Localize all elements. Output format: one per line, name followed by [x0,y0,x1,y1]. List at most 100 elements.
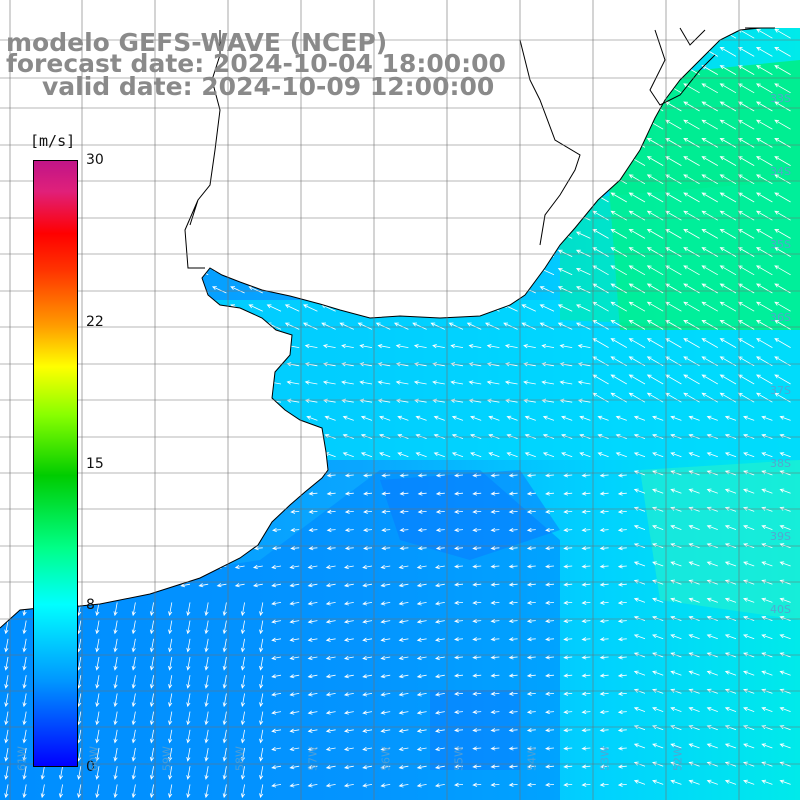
wind-arrow [186,656,191,671]
wind-arrow [652,779,664,785]
wind-arrow [737,192,755,203]
wind-arrow [633,415,646,421]
wind-arrow [719,83,737,94]
wind-arrow [557,195,573,203]
wind-arrow [417,527,427,533]
wind-arrow [217,509,227,514]
wind-arrow [267,14,281,20]
wind-arrow [302,213,318,221]
wind-arrow [633,634,646,640]
wind-arrow [646,192,664,203]
wind-arrow [381,473,391,478]
wind-arrow [398,692,409,697]
wind-arrow [774,101,791,112]
wind-arrow [381,509,391,514]
wind-arrow [204,766,209,780]
wind-arrow [503,31,518,39]
wind-arrow [168,638,173,653]
wind-arrow [559,380,573,385]
wind-arrow [466,249,482,257]
wind-arrow [448,286,464,294]
wind-arrow [761,725,773,731]
wind-arrow [11,158,27,166]
wind-arrow [706,525,718,530]
wind-arrow [539,322,555,330]
wind-arrow [646,283,664,294]
wind-arrow [321,249,336,257]
wind-arrow [307,601,318,606]
wind-arrow [302,268,318,276]
wind-arrow [739,11,755,20]
wind-arrow [13,380,27,385]
wind-arrow [545,691,555,696]
wind-arrow [217,491,227,496]
wind-arrow [11,177,27,185]
wind-arrow [434,746,445,752]
wind-arrow [306,415,318,421]
wind-arrow [774,210,791,221]
wind-arrow [126,509,136,514]
wind-arrow [683,192,700,203]
wind-arrow [504,344,518,349]
wind-arrow [563,582,573,587]
wind-arrow [362,746,373,752]
wind-arrow [393,231,409,239]
wind-arrow [149,620,155,635]
wind-arrow [17,546,27,551]
wind-arrow [393,31,409,39]
wind-arrow [289,728,300,733]
wind-arrow [508,564,518,569]
forecast-date: forecast date: 2024-10-04 18:00:00 [6,49,506,78]
wind-arrow [563,509,573,514]
wind-arrow [322,344,336,349]
wind-arrow [701,338,718,348]
wind-arrow [526,655,536,660]
wind-arrow [561,415,573,421]
wind-arrow [339,286,354,294]
wind-arrow [761,707,773,712]
wind-arrow [344,473,354,478]
wind-arrow [284,122,300,130]
wind-arrow [195,362,209,367]
wind-arrow [86,398,100,403]
wind-arrow [0,122,9,130]
wind-arrow [486,14,500,20]
wind-arrow [743,561,755,567]
wind-arrow [377,344,391,349]
wind-arrow [466,268,482,276]
wind-arrow [774,119,791,130]
wind-arrow [484,177,500,185]
wind-arrow [231,344,245,349]
wind-arrow [503,249,518,257]
wind-arrow [211,231,227,239]
wind-arrow [321,231,336,239]
wind-arrow [503,49,518,57]
wind-arrow [266,304,282,312]
wind-arrow [393,322,409,330]
wind-arrow [95,638,100,653]
wind-arrow [339,195,354,203]
wind-arrow [113,711,118,726]
wind-arrow [363,509,373,514]
wind-arrow [415,452,427,458]
wind-arrow [610,392,627,403]
wind-arrow [234,583,245,588]
wind-arrow [0,434,9,439]
wind-arrow [430,213,445,221]
wind-arrow [398,728,409,733]
wind-arrow [508,527,518,533]
wind-arrow [581,746,591,751]
wind-arrow [120,158,136,166]
wind-arrow [688,561,700,567]
wind-arrow [503,86,518,94]
wind-arrow [289,710,300,715]
wind-arrow [719,137,737,148]
wind-arrow [380,765,391,770]
wind-arrow [343,783,354,788]
wind-arrow [339,122,354,130]
wind-arrow [521,140,536,148]
wind-arrow [503,195,518,203]
wind-arrow [557,158,573,166]
wind-arrow [743,688,755,694]
wind-arrow [193,177,209,185]
